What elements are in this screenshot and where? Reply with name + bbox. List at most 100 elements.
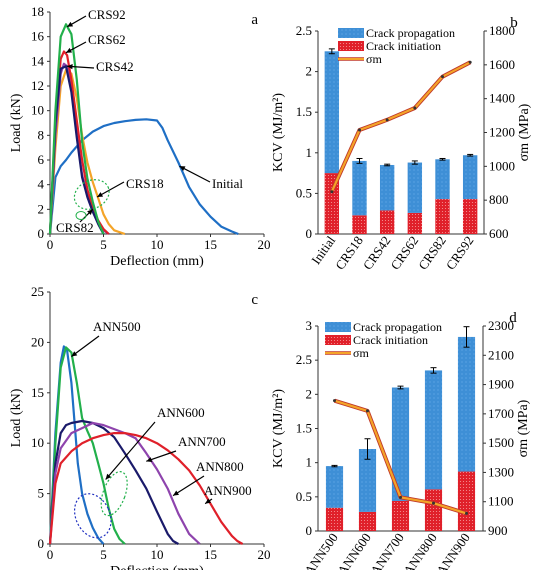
y-tick-label: 2.5 bbox=[296, 23, 312, 38]
panel-letter: a bbox=[251, 12, 258, 28]
y-tick-label: 2 bbox=[306, 386, 313, 401]
highlight-ellipse bbox=[73, 179, 110, 210]
bar-crack-propagation bbox=[352, 160, 367, 216]
series-line-ann700 bbox=[48, 419, 179, 545]
y2-axis-title: σm (MPa) bbox=[516, 399, 531, 457]
x-tick-label: CRS92 bbox=[443, 233, 477, 272]
highlight-ellipse-green bbox=[100, 471, 128, 517]
x-tick-label: 10 bbox=[151, 237, 164, 252]
y2-tick-label: 1900 bbox=[488, 377, 514, 392]
legend-swatch-propagation bbox=[325, 322, 351, 332]
y-tick-label: 1 bbox=[306, 145, 313, 160]
y2-tick-label: 1000 bbox=[489, 158, 515, 173]
bar-crack-initiation bbox=[457, 471, 476, 531]
annotation-arrow-crs42-head bbox=[67, 64, 73, 70]
legend-label: Crack propagation bbox=[366, 26, 455, 40]
annotation-label: CRS82 bbox=[56, 220, 94, 235]
panel-letter: b bbox=[510, 15, 518, 31]
bar-crack-propagation bbox=[324, 51, 340, 174]
y-tick-label: 10 bbox=[31, 103, 44, 118]
y-tick-label: 5 bbox=[38, 486, 45, 501]
series-line-initial bbox=[48, 118, 239, 236]
annotation-arrow-initial-shaft bbox=[179, 165, 211, 183]
highlight-ellipse-small bbox=[75, 211, 87, 220]
annotation-arrow-ann500-shaft bbox=[71, 335, 100, 357]
y-tick-label: 20 bbox=[31, 334, 44, 349]
annotation-arrow-ann600-shaft bbox=[105, 421, 156, 480]
annotation-label: ANN800 bbox=[196, 459, 244, 474]
sigma-point bbox=[399, 495, 402, 499]
annotation-label: ANN700 bbox=[178, 434, 226, 449]
sigma-point bbox=[413, 106, 417, 110]
bar-crack-initiation bbox=[462, 199, 478, 234]
annotation-label: ANN600 bbox=[157, 405, 205, 420]
y-tick-label: 1 bbox=[306, 455, 313, 470]
x-tick-label: 20 bbox=[258, 547, 271, 562]
annotation-label: CRS42 bbox=[96, 59, 134, 74]
bar-crack-propagation bbox=[435, 159, 450, 200]
annotation-label: Initial bbox=[212, 176, 243, 191]
series-line-ann800 bbox=[48, 421, 201, 545]
y2-tick-label: 1200 bbox=[489, 125, 515, 140]
annotation-arrow-ann800-head bbox=[173, 490, 180, 496]
panel-b-kcv-crs: 0 0.5 1 1.5 2 2.5 600 800 1000 1200 1400 1600 1800 KC… bbox=[271, 15, 532, 273]
annotation-arrow-ann700-head bbox=[146, 457, 153, 463]
annotation-label: ANN900 bbox=[204, 483, 252, 498]
highlight-ellipse-blue bbox=[73, 493, 112, 539]
sigma-line bbox=[330, 61, 471, 193]
annotation-label: CRS62 bbox=[88, 32, 126, 47]
y-tick-label: 18 bbox=[31, 4, 44, 19]
annotation-arrow-ann600-head bbox=[105, 473, 112, 480]
y2-tick-label: 900 bbox=[488, 523, 508, 538]
y-tick-label: 0 bbox=[306, 523, 313, 538]
y2-tick-label: 2300 bbox=[488, 318, 514, 333]
series-line-crs18 bbox=[48, 68, 126, 236]
annotation-arrow-crs92-head bbox=[67, 21, 74, 27]
legend-swatch-initiation bbox=[325, 335, 351, 345]
sigma-point bbox=[385, 118, 389, 122]
series-line-ann600 bbox=[48, 346, 126, 545]
x-tick-label: 15 bbox=[204, 547, 217, 562]
bar-crack-propagation bbox=[358, 449, 377, 512]
x-tick-label: CRS42 bbox=[360, 233, 394, 272]
annotation-label: ANN500 bbox=[93, 319, 141, 334]
y2-tick-label: 1500 bbox=[488, 435, 514, 450]
bar-crack-propagation bbox=[424, 370, 443, 490]
bar-crack-propagation bbox=[407, 162, 423, 213]
legend-swatch-propagation bbox=[338, 28, 364, 38]
y-axis-title: KCV (MJ/m²) bbox=[271, 93, 286, 172]
y-axis-title: KCV (MJ/m²) bbox=[271, 389, 286, 468]
bar-crack-propagation bbox=[391, 387, 410, 501]
legend-label: Crack propagation bbox=[353, 320, 442, 334]
legend-label: Crack initiation bbox=[353, 333, 428, 347]
x-tick-label: CRS82 bbox=[415, 233, 449, 272]
y-tick-label: 0 bbox=[38, 536, 45, 551]
y2-tick-label: 1600 bbox=[489, 57, 515, 72]
annotation-arrow-ann800-shaft bbox=[172, 475, 205, 497]
bar-crack-propagation bbox=[457, 336, 476, 472]
legend-label: σm bbox=[353, 346, 369, 360]
legend-label: σm bbox=[366, 52, 382, 66]
y-tick-label: 3 bbox=[306, 318, 313, 333]
x-tick-label: 5 bbox=[100, 547, 107, 562]
y-tick-label: 10 bbox=[31, 435, 44, 450]
panel-letter: d bbox=[509, 310, 517, 326]
panel-letter: c bbox=[251, 292, 258, 308]
y-tick-label: 2 bbox=[306, 64, 313, 79]
legend-swatch-initiation bbox=[338, 41, 364, 51]
annotation-label: CRS92 bbox=[88, 7, 126, 22]
y-tick-label: 6 bbox=[38, 152, 45, 167]
annotation-arrow-crs62-head bbox=[66, 47, 73, 53]
sigma-point bbox=[358, 128, 361, 132]
y-tick-label: 12 bbox=[31, 78, 44, 93]
bar-crack-initiation bbox=[435, 199, 450, 234]
sigma-point bbox=[468, 60, 472, 64]
sigma-point bbox=[366, 409, 369, 413]
y2-tick-label: 1800 bbox=[489, 23, 515, 38]
y2-tick-label: 1400 bbox=[489, 91, 515, 106]
y-tick-label: 0 bbox=[306, 226, 313, 241]
annotation-arrow-crs82-head bbox=[87, 209, 93, 215]
y-axis-title: Load (kN) bbox=[9, 388, 24, 447]
sigma-point bbox=[333, 399, 336, 403]
